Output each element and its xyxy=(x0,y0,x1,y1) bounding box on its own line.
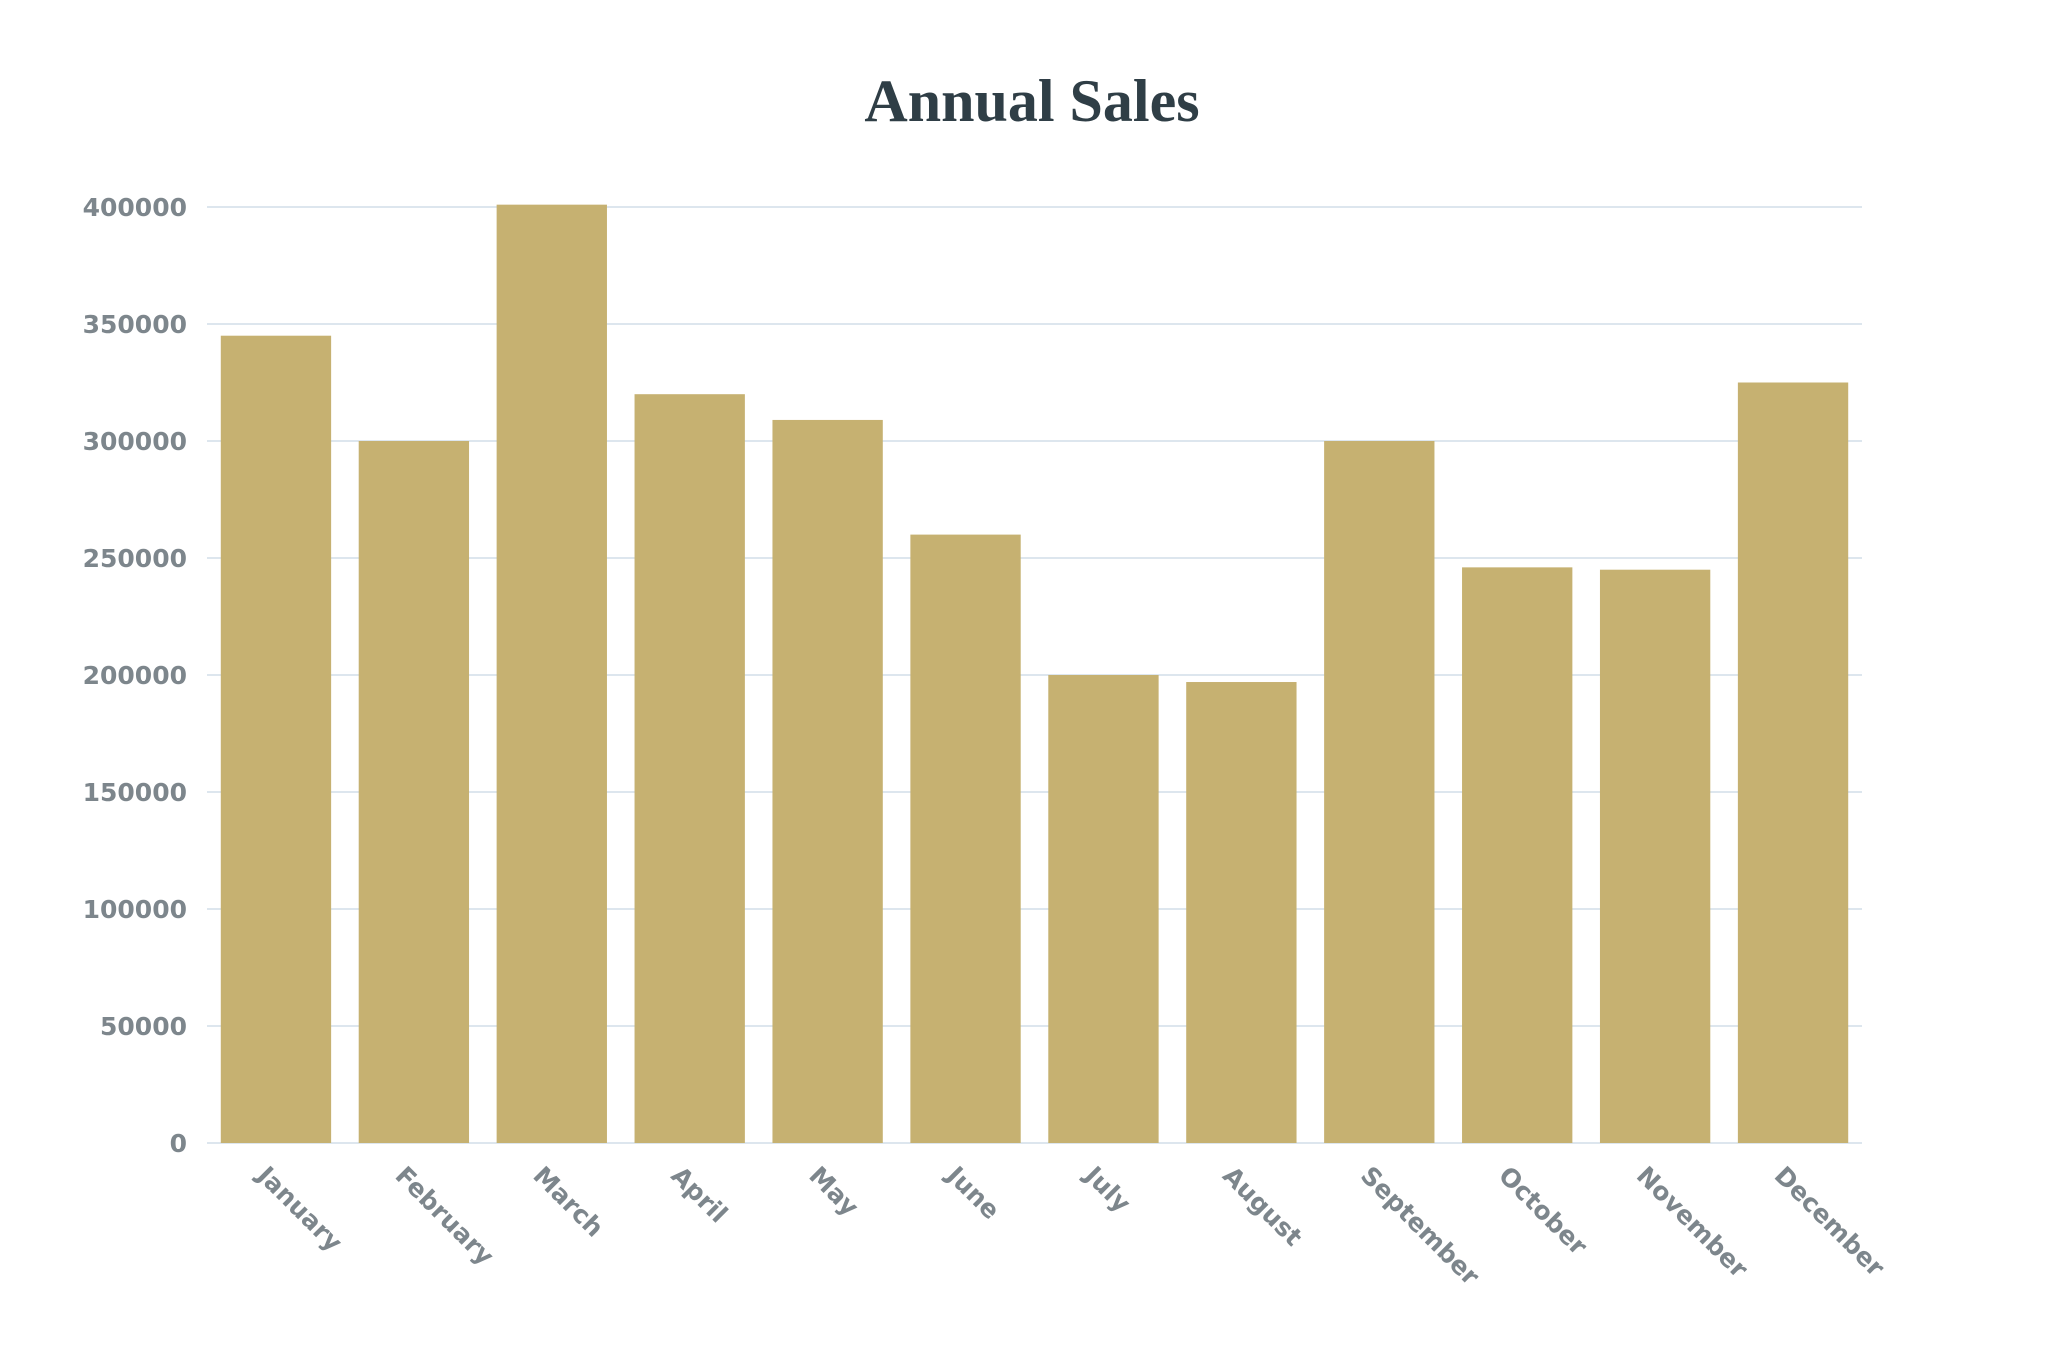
bar-september xyxy=(1324,441,1435,1143)
y-tick-label: 400000 xyxy=(83,193,187,222)
x-tick-label: November xyxy=(1631,1161,1754,1284)
y-tick-label: 0 xyxy=(170,1129,187,1158)
x-tick-label: January xyxy=(250,1159,348,1257)
bar-may xyxy=(772,419,883,1143)
bar-december xyxy=(1737,382,1849,1143)
bars xyxy=(220,204,1849,1143)
x-axis: January February March April May June July Augu… xyxy=(250,1159,1890,1291)
x-tick-label: August xyxy=(1217,1161,1308,1252)
bar-april xyxy=(634,394,745,1143)
x-tick-label: February xyxy=(390,1161,500,1271)
x-tick-label: October xyxy=(1493,1161,1593,1261)
x-tick-label: April xyxy=(665,1161,733,1229)
chart-title: Annual Sales xyxy=(864,68,1199,134)
y-tick-label: 300000 xyxy=(83,427,187,456)
gridlines xyxy=(207,206,1862,1144)
bar-february xyxy=(358,441,470,1143)
y-axis: 0 50000 100000 150000 200000 250000 300000 3500… xyxy=(83,193,187,1158)
y-tick-label: 50000 xyxy=(100,1012,187,1041)
y-tick-label: 150000 xyxy=(83,778,187,807)
x-tick-label: December xyxy=(1769,1161,1891,1283)
bar-october xyxy=(1462,567,1573,1143)
bar-july xyxy=(1048,675,1159,1143)
y-tick-label: 350000 xyxy=(83,310,187,339)
bar-january xyxy=(220,335,332,1143)
x-tick-label: March xyxy=(528,1161,610,1243)
y-tick-label: 250000 xyxy=(83,544,187,573)
y-tick-label: 100000 xyxy=(83,895,187,924)
x-tick-label: May xyxy=(803,1161,864,1222)
bar-november xyxy=(1599,569,1711,1143)
bar-august xyxy=(1186,682,1297,1143)
x-tick-label: July xyxy=(1078,1159,1137,1218)
x-tick-label: June xyxy=(940,1159,1006,1225)
y-tick-label: 200000 xyxy=(83,661,187,690)
bar-june xyxy=(910,534,1021,1143)
bar-march xyxy=(496,204,607,1143)
x-tick-label: September xyxy=(1355,1161,1486,1292)
